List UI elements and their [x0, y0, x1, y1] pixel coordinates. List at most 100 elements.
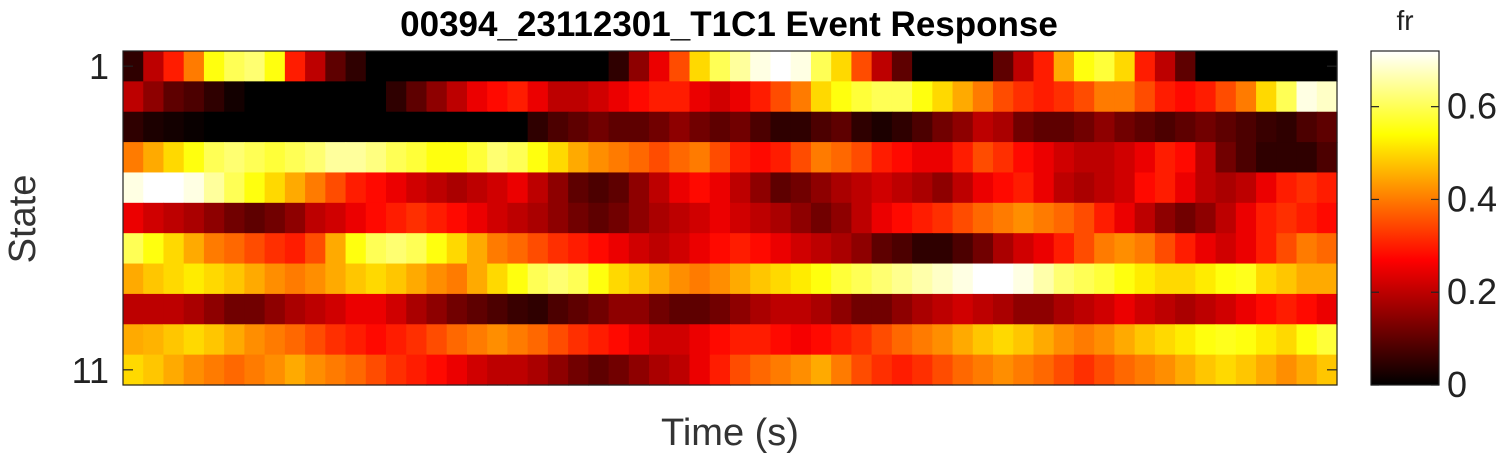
- heatmap-cell: [932, 111, 954, 143]
- heatmap-cell: [203, 172, 225, 204]
- heatmap-cell: [1276, 142, 1298, 174]
- heatmap-cell: [123, 233, 144, 265]
- heatmap-cell: [325, 324, 347, 356]
- heatmap-cell: [386, 324, 407, 356]
- heatmap-cell: [891, 233, 913, 265]
- heatmap-cell: [1195, 233, 1217, 265]
- y-axis-label: State: [2, 175, 44, 264]
- heatmap-cell: [426, 324, 448, 356]
- heatmap-cell: [426, 354, 448, 386]
- heatmap-cell: [628, 142, 650, 174]
- heatmap-cell: [1094, 202, 1116, 234]
- heatmap-cell: [224, 233, 245, 265]
- heatmap-cell: [345, 263, 367, 295]
- heatmap-cell: [406, 51, 428, 82]
- heatmap-cell: [568, 111, 589, 143]
- heatmap-cell: [244, 293, 266, 325]
- heatmap-cell: [588, 354, 610, 386]
- heatmap-cell: [831, 81, 852, 113]
- heatmap-cell: [730, 202, 751, 234]
- heatmap-cell: [547, 293, 569, 325]
- heatmap-cell: [790, 111, 812, 143]
- heatmap-cell: [709, 142, 731, 174]
- heatmap-cell: [871, 111, 893, 143]
- heatmap-cell: [588, 202, 610, 234]
- heatmap-cell: [1175, 111, 1196, 143]
- heatmap-cell: [264, 233, 286, 265]
- heatmap-cell: [143, 111, 165, 143]
- heatmap-cell: [244, 354, 266, 386]
- heatmap-cell: [345, 51, 367, 82]
- heatmap-cell: [1276, 263, 1298, 295]
- heatmap-cell: [284, 51, 306, 82]
- heatmap-cell: [1154, 202, 1176, 234]
- heatmap-cell: [649, 172, 670, 204]
- heatmap-cell: [163, 142, 185, 174]
- heatmap-cell: [1175, 202, 1196, 234]
- heatmap-cell: [770, 172, 792, 204]
- heatmap-cell: [972, 172, 994, 204]
- heatmap-cell: [750, 81, 772, 113]
- heatmap-cell: [1154, 293, 1176, 325]
- heatmap-cell: [547, 354, 569, 386]
- heatmap-cell: [426, 172, 448, 204]
- heatmap-cell: [851, 324, 873, 356]
- heatmap-cell: [1316, 172, 1338, 204]
- heatmap-cell: [750, 293, 772, 325]
- heatmap-cell: [1033, 202, 1055, 234]
- heatmap-cell: [305, 81, 326, 113]
- heatmap-cell: [608, 51, 630, 82]
- heatmap-cell: [1134, 51, 1156, 82]
- heatmap-cell: [386, 233, 407, 265]
- heatmap-cell: [487, 202, 509, 234]
- heatmap-cell: [891, 142, 913, 174]
- heatmap-cell: [851, 111, 873, 143]
- heatmap-cell: [305, 142, 326, 174]
- heatmap-cell: [446, 142, 468, 174]
- heatmap-cell: [669, 111, 691, 143]
- heatmap-cell: [1215, 111, 1237, 143]
- heatmap-cell: [770, 324, 792, 356]
- heatmap-cell: [365, 202, 387, 234]
- heatmap-cell: [1195, 142, 1217, 174]
- heatmap-cell: [224, 202, 245, 234]
- heatmap-cell: [1256, 51, 1277, 82]
- heatmap-cell: [568, 81, 589, 113]
- heatmap-cell: [993, 263, 1014, 295]
- heatmap-cell: [203, 233, 225, 265]
- heatmap-cell: [284, 233, 306, 265]
- heatmap-cell: [1215, 293, 1237, 325]
- x-axis-label: Time (s): [661, 412, 799, 454]
- heatmap-cell: [1134, 263, 1156, 295]
- heatmap-cell: [649, 51, 670, 82]
- heatmap-cell: [831, 142, 852, 174]
- heatmap-cell: [244, 81, 266, 113]
- heatmap-cell: [689, 202, 711, 234]
- heatmap-cell: [446, 172, 468, 204]
- heatmap-cell: [1175, 51, 1196, 82]
- heatmap-cell: [527, 293, 549, 325]
- heatmap-cell: [305, 324, 326, 356]
- heatmap-cell: [224, 81, 245, 113]
- heatmap-cell: [446, 111, 468, 143]
- heatmap-cell: [1276, 202, 1298, 234]
- heatmap-cell: [1033, 233, 1055, 265]
- heatmap-cell: [183, 293, 205, 325]
- heatmap-cell: [1256, 142, 1277, 174]
- heatmap-cell: [123, 324, 144, 356]
- heatmap-cell: [365, 233, 387, 265]
- heatmap-cell: [1276, 51, 1298, 82]
- heatmap-cell: [952, 354, 974, 386]
- heatmap-cell: [487, 324, 509, 356]
- heatmap-cell: [386, 354, 407, 386]
- heatmap-cell: [972, 354, 994, 386]
- heatmap-cell: [891, 111, 913, 143]
- heatmap-cell: [224, 263, 245, 295]
- heatmap-cell: [669, 293, 691, 325]
- heatmap-cell: [750, 142, 772, 174]
- heatmap-cell: [1175, 81, 1196, 113]
- heatmap-cell: [1094, 51, 1116, 82]
- heatmap-cell: [466, 81, 488, 113]
- heatmap-cell: [871, 202, 893, 234]
